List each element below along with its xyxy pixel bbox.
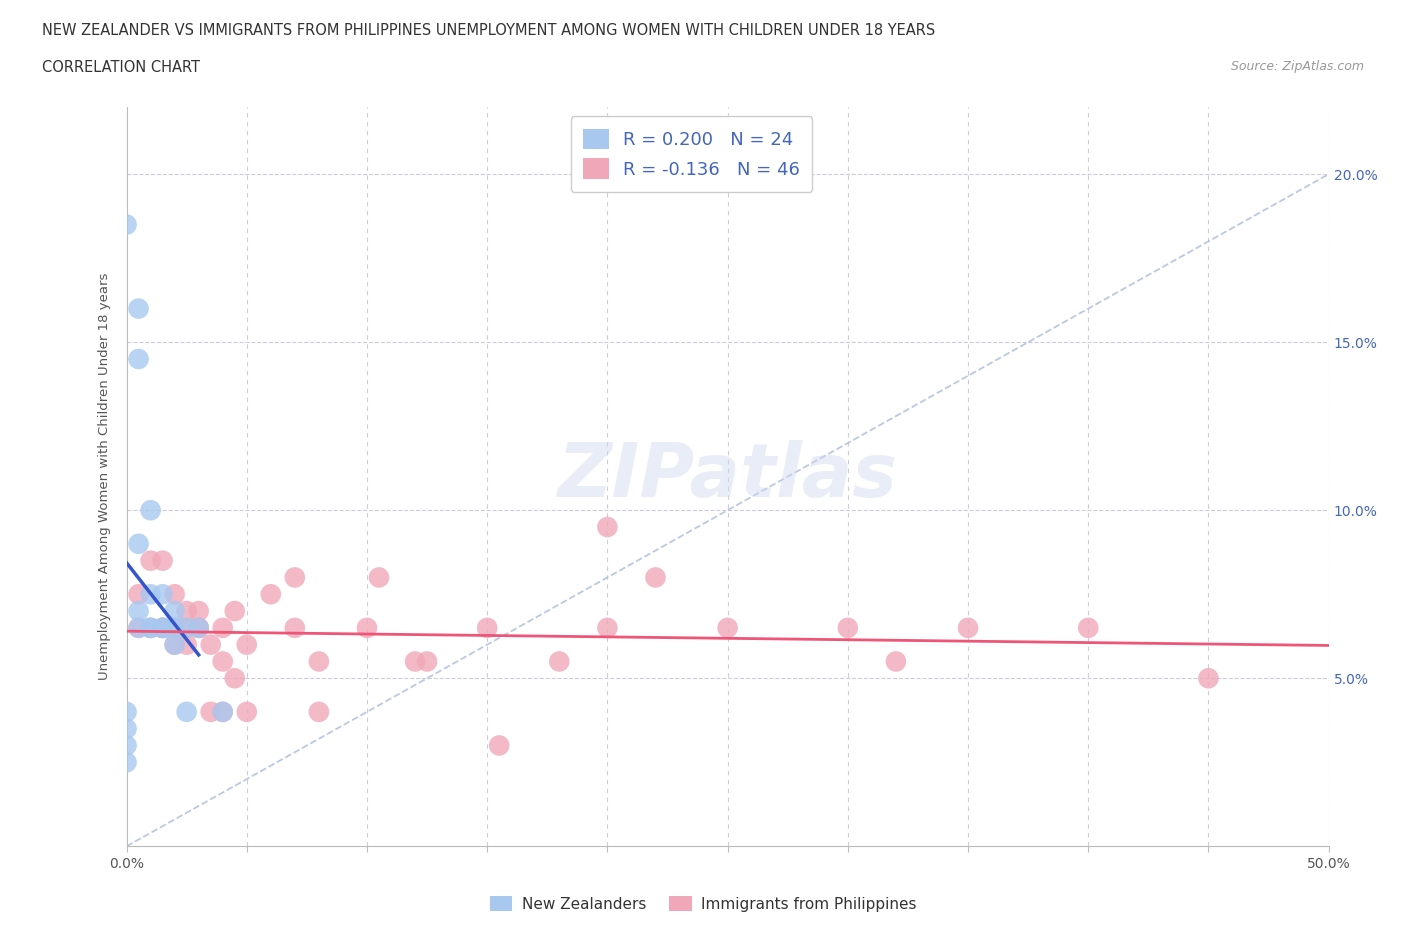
Point [187, 620, 209, 635]
Point [115, 217, 138, 232]
Point [176, 704, 198, 719]
Point [308, 654, 330, 669]
Point [475, 620, 498, 635]
Point [139, 620, 162, 635]
Point [596, 520, 619, 535]
Point [1077, 620, 1099, 635]
Point [128, 352, 150, 366]
Point [200, 704, 222, 719]
Point [152, 587, 174, 602]
Point [837, 620, 859, 635]
Point [115, 755, 138, 770]
Point [152, 620, 174, 635]
Legend: New Zealanders, Immigrants from Philippines: New Zealanders, Immigrants from Philippi… [484, 889, 922, 918]
Text: ZIPatlas: ZIPatlas [558, 440, 897, 513]
Point [187, 620, 209, 635]
Point [139, 620, 162, 635]
Point [163, 637, 186, 652]
Point [235, 637, 259, 652]
Point [128, 301, 150, 316]
Point [139, 553, 162, 568]
Point [200, 637, 222, 652]
Point [139, 503, 162, 518]
Point [211, 654, 233, 669]
Text: CORRELATION CHART: CORRELATION CHART [42, 60, 200, 75]
Point [128, 587, 150, 602]
Point [404, 654, 426, 669]
Point [284, 620, 307, 635]
Point [356, 620, 378, 635]
Point [152, 620, 174, 635]
Point [260, 587, 283, 602]
Point [163, 604, 186, 618]
Point [211, 704, 233, 719]
Point [644, 570, 666, 585]
Point [716, 620, 740, 635]
Point [211, 704, 233, 719]
Point [368, 570, 391, 585]
Point [128, 620, 150, 635]
Y-axis label: Unemployment Among Women with Children Under 18 years: Unemployment Among Women with Children U… [97, 272, 111, 681]
Point [152, 620, 174, 635]
Point [884, 654, 907, 669]
Point [115, 738, 138, 753]
Point [176, 637, 198, 652]
Point [308, 704, 330, 719]
Point [211, 620, 233, 635]
Point [128, 537, 150, 551]
Point [224, 671, 246, 685]
Point [128, 604, 150, 618]
Point [115, 722, 138, 737]
Point [187, 604, 209, 618]
Point [284, 570, 307, 585]
Point [1197, 671, 1219, 685]
Legend: R = 0.200   N = 24, R = -0.136   N = 46: R = 0.200 N = 24, R = -0.136 N = 46 [571, 116, 813, 192]
Point [187, 620, 209, 635]
Point [596, 620, 619, 635]
Point [224, 604, 246, 618]
Point [235, 704, 259, 719]
Point [115, 704, 138, 719]
Point [163, 637, 186, 652]
Point [163, 620, 186, 635]
Point [956, 620, 979, 635]
Point [152, 620, 174, 635]
Point [152, 553, 174, 568]
Point [163, 620, 186, 635]
Point [128, 620, 150, 635]
Point [176, 620, 198, 635]
Point [139, 587, 162, 602]
Text: NEW ZEALANDER VS IMMIGRANTS FROM PHILIPPINES UNEMPLOYMENT AMONG WOMEN WITH CHILD: NEW ZEALANDER VS IMMIGRANTS FROM PHILIPP… [42, 23, 935, 38]
Point [416, 654, 439, 669]
Point [488, 738, 510, 753]
Point [176, 620, 198, 635]
Text: Source: ZipAtlas.com: Source: ZipAtlas.com [1230, 60, 1364, 73]
Point [163, 587, 186, 602]
Point [176, 604, 198, 618]
Point [139, 620, 162, 635]
Point [548, 654, 571, 669]
